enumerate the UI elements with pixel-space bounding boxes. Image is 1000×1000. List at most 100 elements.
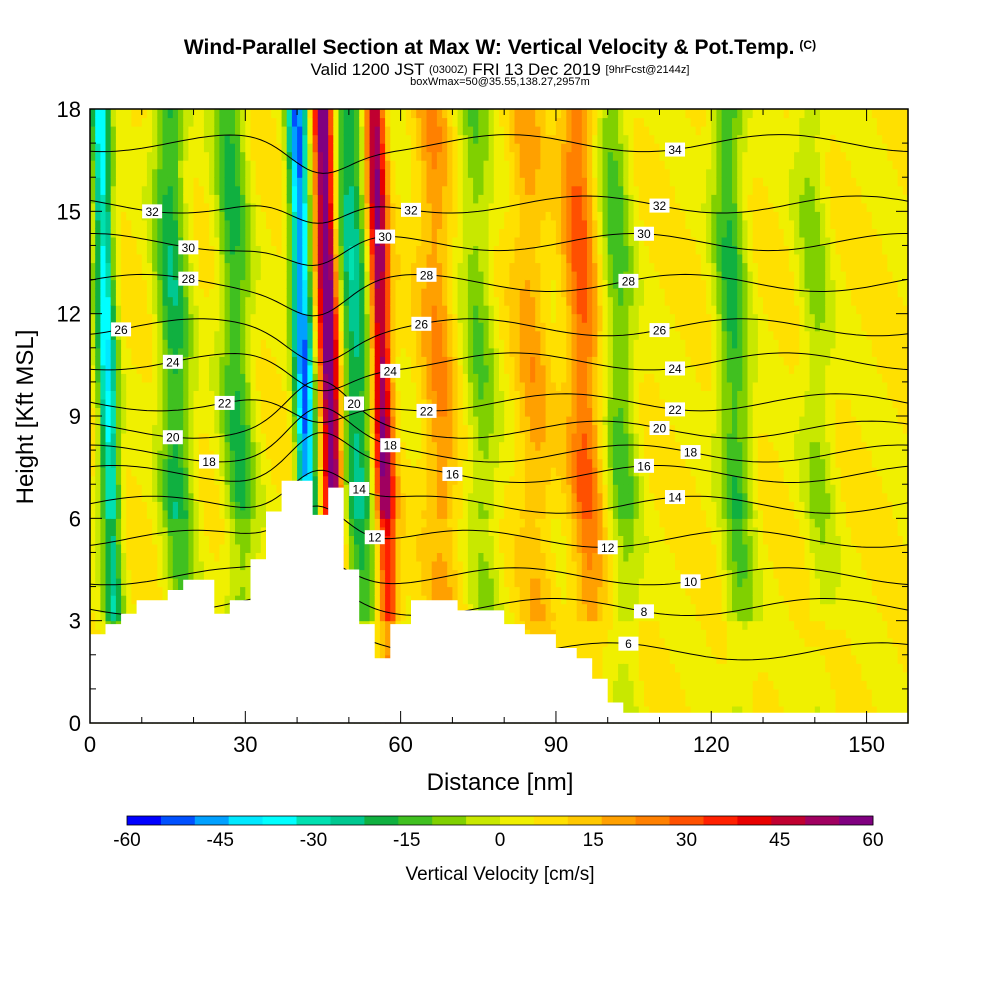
field-cell [188, 561, 195, 571]
field-cell [250, 279, 257, 289]
field-cell [369, 168, 376, 178]
field-cell [141, 518, 148, 528]
field-cell [281, 305, 288, 315]
field-cell [400, 151, 407, 161]
field-cell [379, 177, 386, 187]
field-cell [95, 612, 101, 622]
field-cell [390, 586, 397, 596]
field-cell [90, 330, 96, 340]
field-cell [110, 509, 117, 519]
field-cell [343, 467, 350, 477]
field-cell [229, 339, 236, 349]
field-cell [209, 151, 215, 161]
field-cell [90, 305, 96, 315]
field-cell [131, 586, 138, 596]
field-cell [229, 535, 236, 545]
field-cell [390, 279, 397, 289]
field-cell [224, 219, 231, 229]
field-cell [359, 450, 365, 460]
field-cell [162, 364, 169, 374]
field-cell [178, 117, 184, 127]
field-cell [343, 364, 350, 374]
field-cell [126, 356, 132, 366]
field-cell [323, 381, 329, 391]
field-cell [131, 339, 138, 349]
field-cell [100, 339, 107, 349]
field-cell [426, 501, 433, 511]
field-cell [286, 433, 293, 443]
field-cell [385, 313, 391, 323]
field-cell [203, 467, 210, 477]
field-cell [395, 134, 402, 144]
field-cell [416, 578, 422, 588]
field-cell [167, 219, 174, 229]
field-cell [152, 364, 158, 374]
field-cell [307, 322, 314, 332]
field-cell [385, 569, 391, 579]
field-cell [100, 603, 107, 613]
field-cell [193, 185, 200, 195]
field-cell [436, 143, 443, 153]
field-cell [405, 373, 412, 383]
field-cell [193, 561, 200, 571]
field-cell [172, 561, 179, 571]
field-cell [235, 416, 241, 426]
field-cell [235, 398, 241, 408]
field-cell [395, 458, 402, 468]
field-cell [374, 543, 381, 553]
field-cell [157, 441, 164, 451]
field-cell [100, 620, 107, 630]
field-cell [188, 347, 195, 357]
field-cell [416, 569, 422, 579]
field-cell [224, 509, 231, 519]
field-cell [240, 398, 246, 408]
field-cell [312, 177, 319, 187]
field-cell [338, 322, 345, 332]
field-cell [131, 552, 138, 562]
field-cell [141, 134, 148, 144]
field-cell [436, 509, 443, 519]
field-cell [307, 305, 314, 315]
field-cell [390, 458, 397, 468]
field-cell [152, 416, 158, 426]
field-cell [286, 245, 293, 255]
field-cell [369, 219, 376, 229]
field-cell [178, 126, 184, 136]
field-cell [240, 416, 246, 426]
field-cell [260, 288, 267, 298]
field-cell [255, 407, 262, 417]
field-cell [343, 330, 350, 340]
field-cell [110, 526, 117, 536]
field-cell [276, 126, 283, 136]
field-cell [426, 219, 433, 229]
field-cell [395, 347, 402, 357]
field-cell [115, 398, 122, 408]
field-cell [312, 194, 319, 204]
field-cell [385, 296, 391, 306]
field-cell [141, 364, 148, 374]
field-cell [255, 279, 262, 289]
field-cell [302, 467, 309, 477]
field-cell [136, 543, 143, 553]
field-cell [421, 339, 428, 349]
field-cell [115, 603, 122, 613]
field-cell [183, 313, 189, 323]
field-cell [359, 424, 365, 434]
field-cell [442, 424, 448, 434]
field-cell [126, 475, 132, 485]
field-cell [276, 109, 283, 119]
field-cell [442, 561, 448, 571]
field-cell [338, 219, 345, 229]
field-cell [136, 424, 143, 434]
field-cell [291, 194, 298, 204]
field-cell [115, 373, 122, 383]
field-cell [214, 160, 221, 170]
field-cell [271, 219, 277, 229]
field-cell [126, 518, 132, 528]
field-cell [203, 561, 210, 571]
field-cell [333, 194, 340, 204]
field-cell [348, 424, 355, 434]
field-cell [426, 185, 433, 195]
field-cell [188, 177, 195, 187]
field-cell [172, 262, 179, 272]
